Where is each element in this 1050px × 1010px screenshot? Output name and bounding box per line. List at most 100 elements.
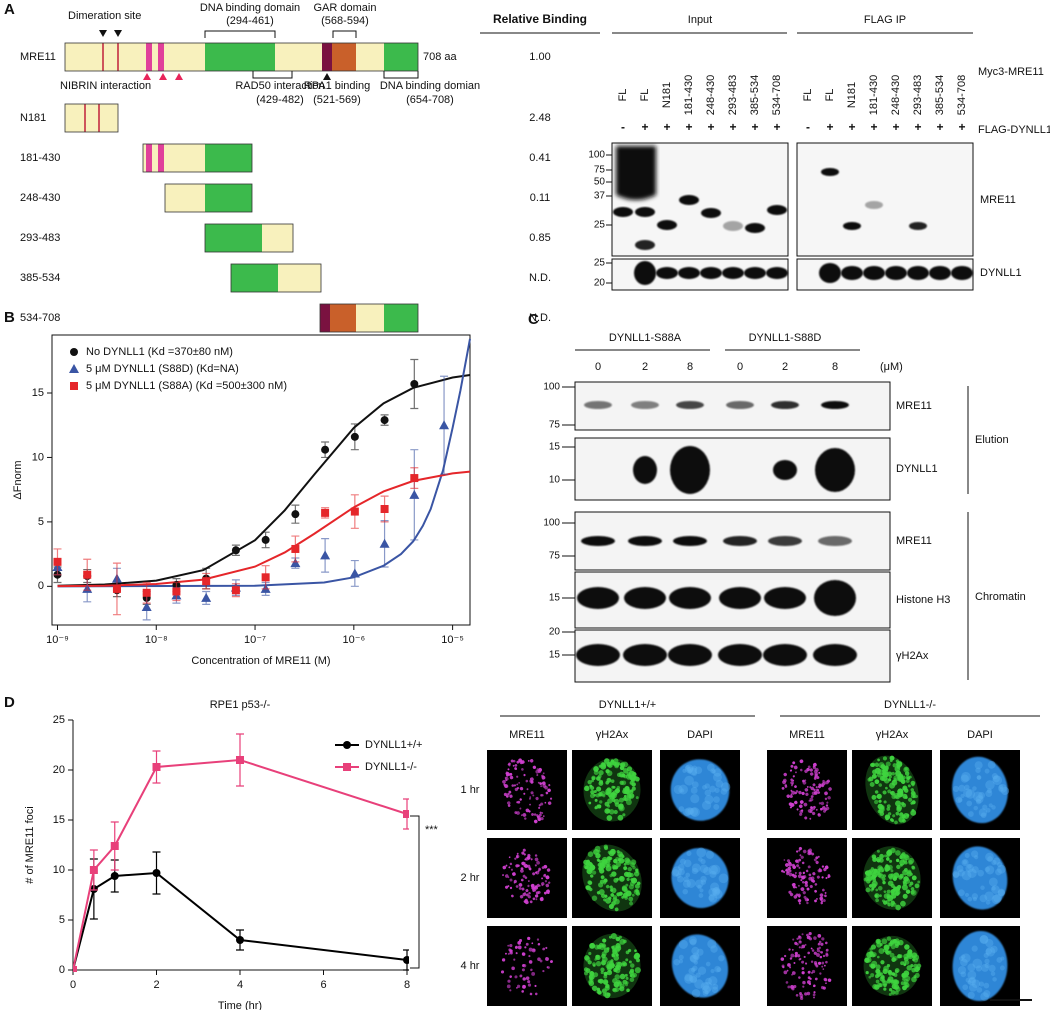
point [349,568,360,578]
focus [910,788,914,792]
focus [622,813,626,817]
focus [616,877,620,881]
focus [783,778,787,783]
dapi-texture [673,958,680,966]
focus [801,971,805,975]
domain [205,184,252,212]
focus [529,803,531,806]
focus [799,996,804,1001]
annotation: RPA1 binding [304,80,370,92]
focus [535,898,538,901]
y-tick-label: 5 [38,516,44,528]
focus [597,990,602,995]
point [291,510,300,519]
dapi-texture [999,965,1005,971]
dapi-texture [686,850,692,857]
band [863,266,885,280]
dapi-texture [720,782,731,792]
band [719,587,761,609]
focus [814,889,817,893]
annotation: (429-482) [256,94,304,106]
lane-label: 248-430 [705,75,717,115]
focus [603,844,608,849]
point [236,756,244,764]
focus [819,893,824,897]
focus [537,781,540,784]
focus [798,936,802,940]
focus [817,855,820,858]
blot [796,142,974,257]
lane-label: 8 [687,361,693,373]
focus [783,772,787,777]
focus [895,904,901,911]
focus [802,985,805,988]
point [83,570,92,579]
focus [785,869,788,872]
marker-triangle [323,73,331,80]
dapi-texture [967,991,975,999]
focus [507,792,510,796]
band [679,195,699,205]
dapi-texture [684,775,694,786]
focus [869,781,875,787]
focus [587,779,592,785]
dapi-texture [972,896,978,902]
focus [787,985,791,989]
focus [813,762,817,767]
dapi-texture [957,869,965,877]
focus [636,881,641,886]
focus [523,853,526,856]
nucleus [952,930,1008,1002]
focus [809,799,812,802]
focus [917,880,921,884]
construct-name: N181 [20,112,46,124]
band [628,536,662,546]
focus [883,890,887,894]
focus [529,759,534,763]
legend-label: 5 μM DYNLL1 (S88A) (Kd =500±300 nM) [86,380,287,392]
focus [805,962,808,965]
focus [609,873,613,878]
focus [629,977,635,983]
focus [627,867,632,872]
focus [545,946,548,949]
dapi-texture [983,989,991,998]
lane-sign: + [773,120,780,134]
group-header: DYNLL1-S88A [609,332,682,344]
row-label: 4 hr [461,960,480,972]
construct-outline [230,263,322,293]
dapi-texture [691,867,699,875]
focus [786,969,789,972]
focus [902,893,908,899]
dapi-texture [995,868,1002,876]
dapi-texture [683,808,691,817]
focus [593,790,597,794]
focus [525,857,529,861]
focus [825,804,829,807]
dapi-texture [985,900,991,905]
dapi-texture [688,936,697,945]
dapi-texture [698,857,703,862]
focus [874,779,880,785]
focus [813,858,817,862]
annotation: DNA binding domain [200,2,300,14]
focus [535,891,540,895]
focus [796,864,800,868]
focus [792,938,795,941]
focus [507,952,510,955]
focus [615,936,621,942]
focus [543,891,547,895]
band [814,580,856,616]
mw-marker: 15 [549,593,561,604]
focus [819,955,823,959]
band-label: MRE11 [896,535,932,547]
focus [549,797,553,800]
construct-name: 385-534 [20,272,60,284]
focus [817,961,822,965]
focus [613,858,618,864]
focus [808,848,813,853]
band [766,267,788,279]
focus [622,787,626,791]
focus [783,970,788,975]
group-header: DYNLL1-S88D [749,332,822,344]
